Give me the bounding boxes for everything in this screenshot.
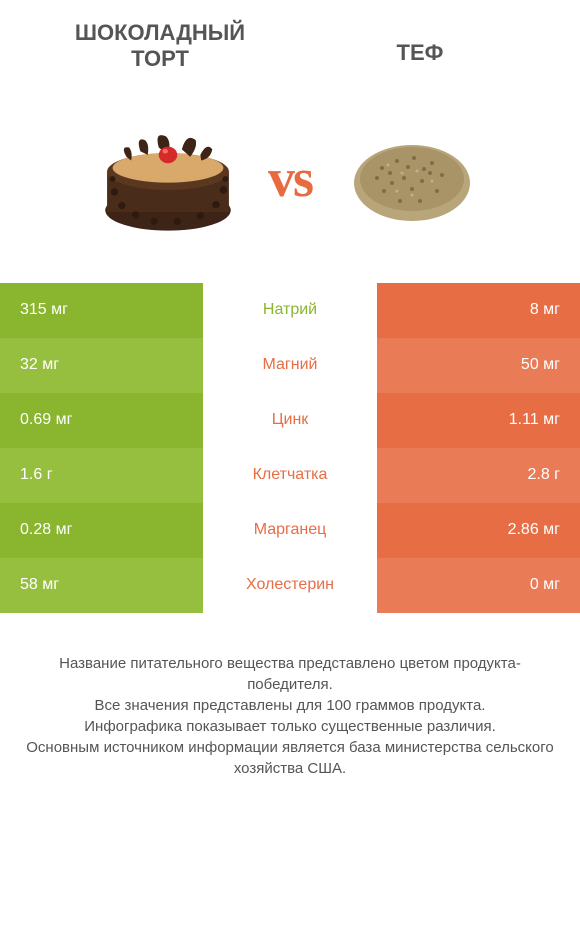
table-row: 58 мгХолестерин0 мг bbox=[0, 558, 580, 613]
right-value-cell: 0 мг bbox=[377, 558, 580, 613]
nutrient-name-cell: Холестерин bbox=[203, 558, 377, 613]
footer-line: Название питательного вещества представл… bbox=[25, 653, 555, 695]
footer-notes: Название питательного вещества представл… bbox=[0, 613, 580, 799]
right-value-cell: 8 мг bbox=[377, 283, 580, 338]
nutrient-name-cell: Марганец bbox=[203, 503, 377, 558]
table-row: 315 мгНатрий8 мг bbox=[0, 283, 580, 338]
table-row: 32 мгМагний50 мг bbox=[0, 338, 580, 393]
left-value-cell: 32 мг bbox=[0, 338, 203, 393]
teff-image bbox=[332, 113, 492, 243]
nutrient-name-cell: Натрий bbox=[203, 283, 377, 338]
left-value-cell: 1.6 г bbox=[0, 448, 203, 503]
right-value-cell: 2.86 мг bbox=[377, 503, 580, 558]
chocolate-cake-image bbox=[88, 113, 248, 243]
right-product-title: ТЕФ bbox=[290, 40, 550, 66]
left-product-title: ШОКОЛАДНЫЙТОРТ bbox=[30, 20, 290, 73]
vs-label: vs bbox=[268, 147, 312, 209]
nutrient-name-cell: Магний bbox=[203, 338, 377, 393]
left-value-cell: 0.28 мг bbox=[0, 503, 203, 558]
right-value-cell: 50 мг bbox=[377, 338, 580, 393]
footer-line: Основным источником информации является … bbox=[25, 737, 555, 779]
right-value-cell: 1.11 мг bbox=[377, 393, 580, 448]
table-row: 0.28 мгМарганец2.86 мг bbox=[0, 503, 580, 558]
footer-line: Все значения представлены для 100 граммо… bbox=[25, 695, 555, 716]
nutrient-name-cell: Цинк bbox=[203, 393, 377, 448]
header-right: ТЕФ bbox=[290, 20, 550, 66]
header: ШОКОЛАДНЫЙТОРТ ТЕФ bbox=[0, 0, 580, 83]
comparison-table: 315 мгНатрий8 мг32 мгМагний50 мг0.69 мгЦ… bbox=[0, 283, 580, 613]
table-row: 1.6 гКлетчатка2.8 г bbox=[0, 448, 580, 503]
footer-line: Инфографика показывает только существенн… bbox=[25, 716, 555, 737]
header-left: ШОКОЛАДНЫЙТОРТ bbox=[30, 20, 290, 73]
right-value-cell: 2.8 г bbox=[377, 448, 580, 503]
table-row: 0.69 мгЦинк1.11 мг bbox=[0, 393, 580, 448]
left-value-cell: 58 мг bbox=[0, 558, 203, 613]
left-value-cell: 315 мг bbox=[0, 283, 203, 338]
comparison-images-row: vs bbox=[0, 83, 580, 283]
left-value-cell: 0.69 мг bbox=[0, 393, 203, 448]
nutrient-name-cell: Клетчатка bbox=[203, 448, 377, 503]
